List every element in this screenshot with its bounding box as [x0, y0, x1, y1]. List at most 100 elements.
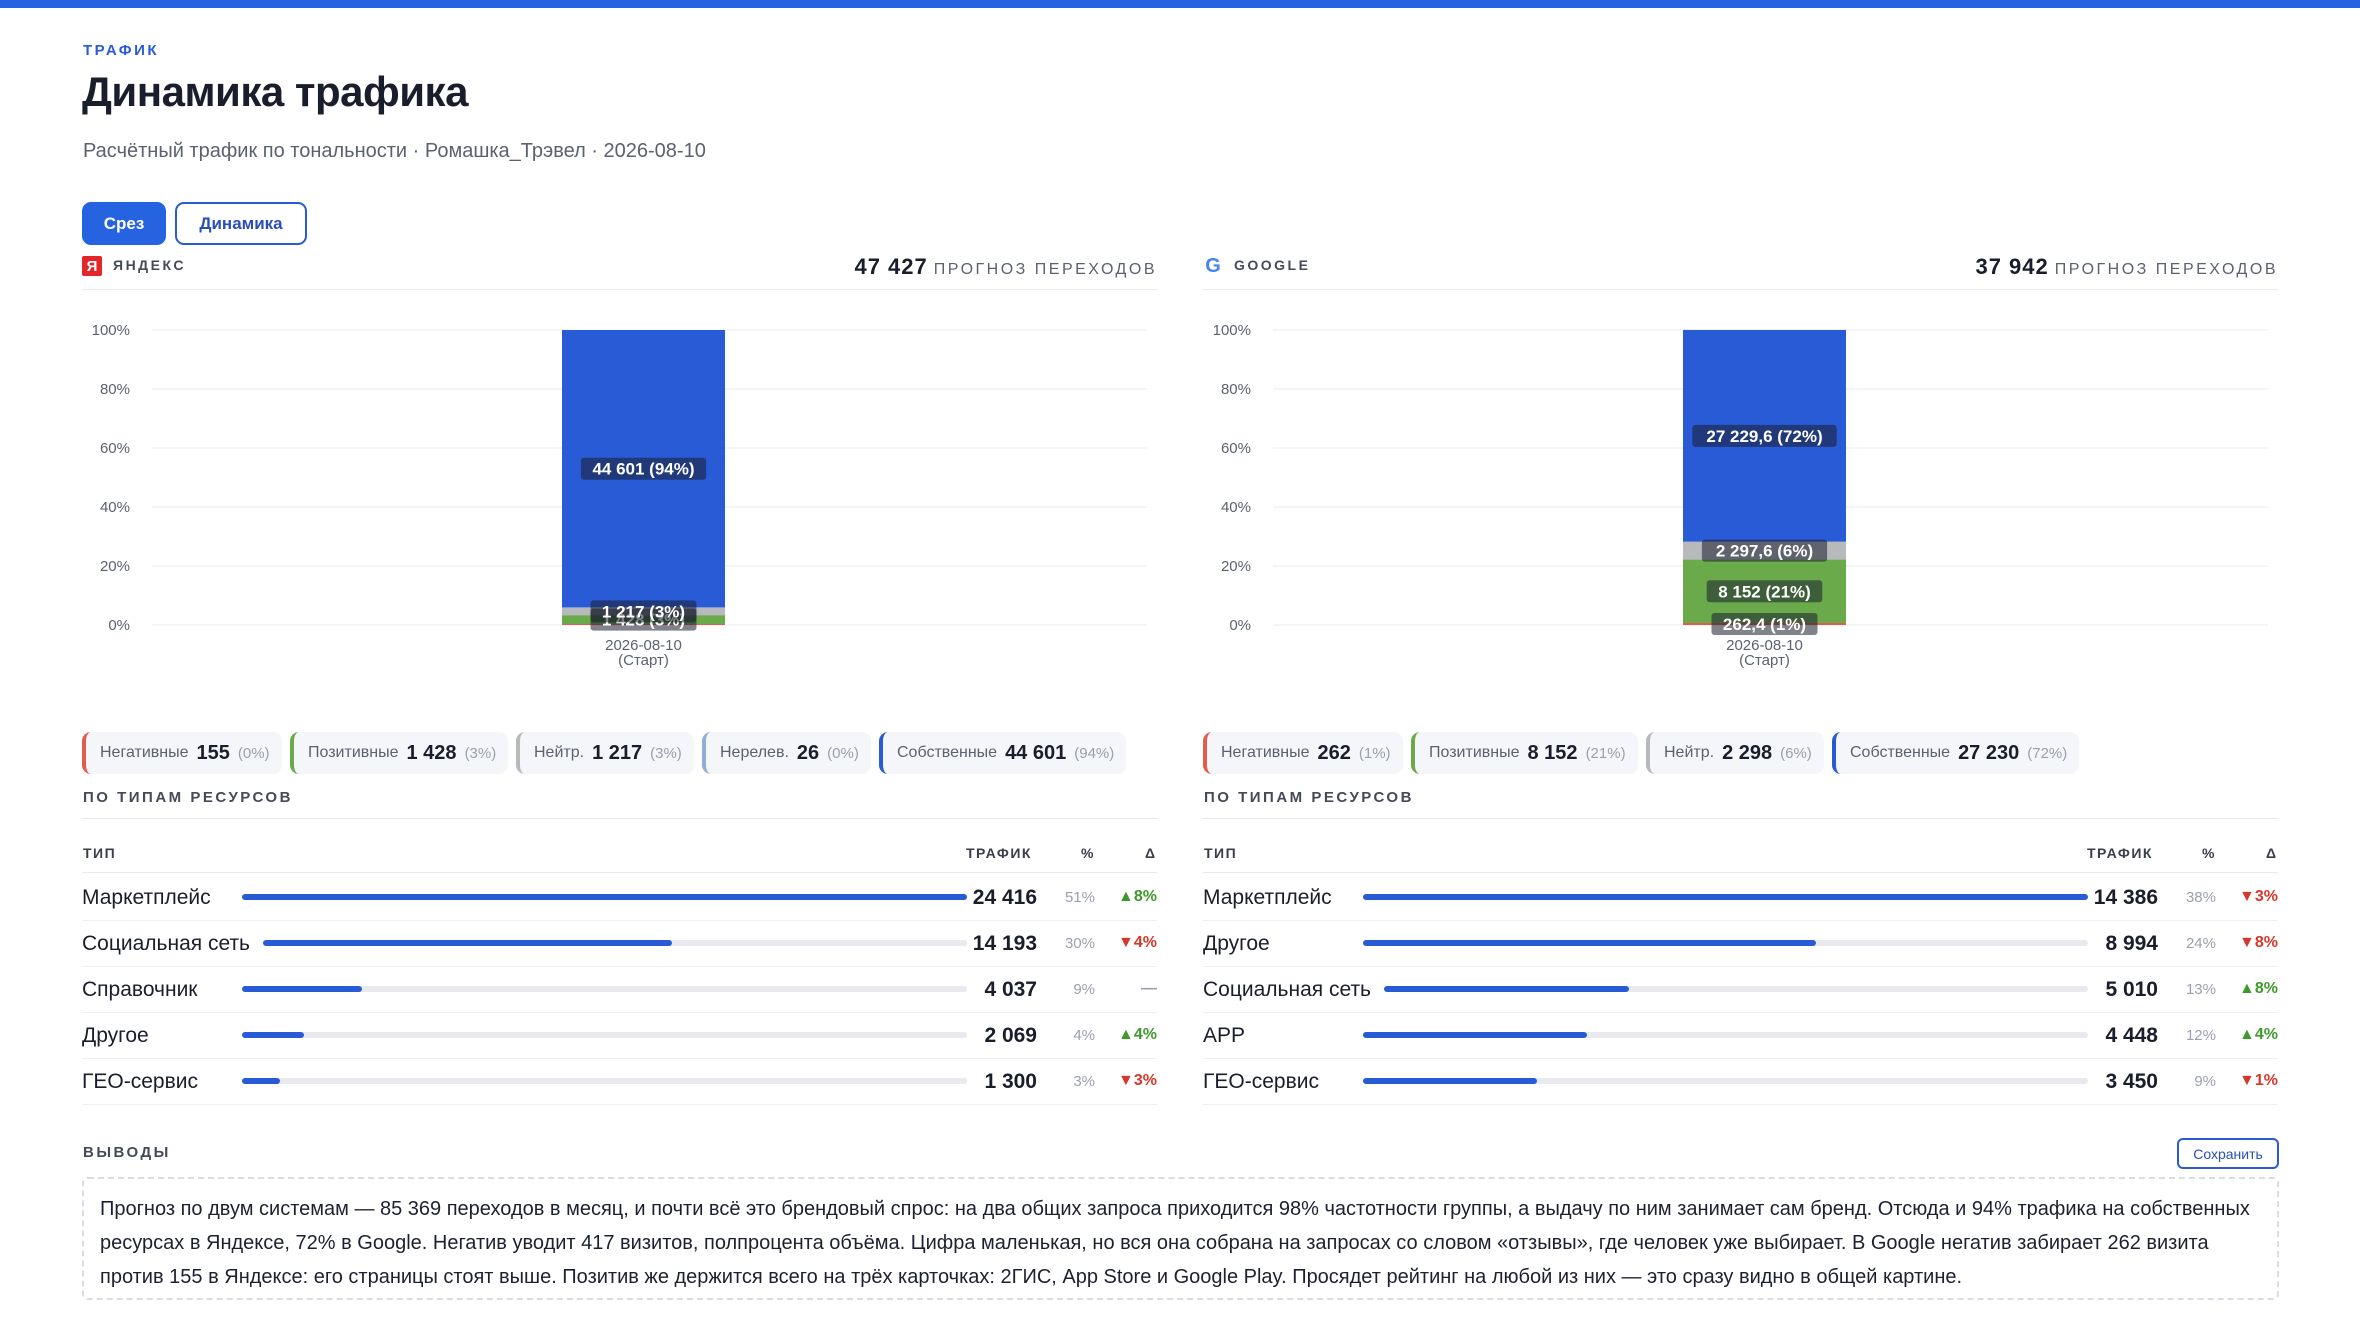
chip-label: Нейтр. [1664, 744, 1715, 761]
data-label: 262,4 (1%) [1723, 615, 1806, 634]
chip-percent: (3%) [464, 744, 497, 762]
row-type-name: Другое [82, 1024, 149, 1047]
data-label-bg [1706, 580, 1823, 603]
traffic-bar-fill [1363, 1032, 1588, 1038]
row-delta: ▲4% [1118, 1026, 1157, 1043]
tab-dynamics[interactable]: Динамика [175, 202, 307, 245]
row-traffic-value: 5 010 [2105, 978, 2158, 1001]
traffic-bar-track [263, 940, 967, 946]
yandex-total-label: ПРОГНОЗ ПЕРЕХОДОВ [933, 261, 1157, 278]
data-label: 8 152 (21%) [1718, 582, 1811, 601]
chip-value: 155 [196, 741, 230, 764]
y-tick-label: 80% [1221, 381, 1251, 398]
y-tick-label: 20% [100, 558, 130, 575]
data-label-bg [1711, 612, 1818, 635]
table-row: Социальная сеть 5 010 13% ▲8% [1203, 967, 2278, 1013]
data-label: 2 297,6 (6%) [1716, 542, 1813, 561]
chip-percent: (0%) [827, 744, 859, 762]
y-tick-label: 20% [1221, 558, 1251, 575]
chip-percent: (72%) [2027, 744, 2068, 762]
legend-chip[interactable]: Нейтр. 2 298 (6%) [1646, 732, 1824, 774]
traffic-bar-fill [1363, 1078, 1537, 1084]
table-row: Другое 8 994 24% ▼8% [1203, 921, 2278, 967]
traffic-bar-track [242, 1032, 967, 1038]
chip-value: 26 [796, 741, 820, 764]
row-type-name: Маркетплейс [1203, 886, 1332, 909]
traffic-bar-fill [1363, 894, 2088, 900]
legend-chip[interactable]: Негативные 262 (1%) [1203, 732, 1403, 774]
row-delta: ▼3% [2239, 888, 2278, 905]
traffic-bar-fill [242, 1032, 304, 1038]
yandex-section-title: ПО ТИПАМ РЕСУРСОВ [83, 789, 293, 806]
row-type-name: Справочник [82, 978, 198, 1001]
row-percent: 3% [1073, 1073, 1095, 1090]
legend-chip[interactable]: Негативные 155 (0%) [82, 732, 282, 774]
traffic-bar-fill [1384, 986, 1629, 992]
x-tick-label: 2026-08-10 [1726, 637, 1803, 654]
traffic-bar-fill [1363, 940, 1817, 946]
row-type-name: Другое [1203, 932, 1270, 955]
save-button[interactable]: Сохранить [2177, 1138, 2279, 1169]
chip-value: 262 [1317, 741, 1351, 764]
traffic-bar-fill [242, 894, 967, 900]
legend-chip[interactable]: Нерелев. 26 (0%) [702, 732, 871, 774]
row-type-name: ГЕО-сервис [82, 1070, 198, 1093]
page-subtitle: Расчётный трафик по тональности · Ромашк… [83, 140, 706, 162]
google-section-divider [1203, 818, 2278, 819]
google-total: 37 942 ПРОГНОЗ ПЕРЕХОДОВ [1975, 254, 2278, 280]
row-percent: 9% [1073, 981, 1095, 998]
row-percent: 9% [2194, 1073, 2216, 1090]
yandex-section-divider [82, 818, 1157, 819]
legend-chip[interactable]: Позитивные 8 152 (21%) [1411, 732, 1638, 774]
row-traffic-value: 14 386 [2093, 886, 2158, 909]
tab-snapshot[interactable]: Срез [82, 202, 166, 245]
yandex-table-header-divider [82, 872, 1157, 873]
data-label-bg [580, 457, 707, 480]
yandex-col-traffic: ТРАФИК [966, 845, 1032, 861]
traffic-bar-track [242, 894, 967, 900]
chip-value: 1 217 [592, 741, 643, 764]
table-row: ГЕО-сервис 1 300 3% ▼3% [82, 1059, 1157, 1105]
google-col-type: ТИП [1204, 845, 1238, 861]
legend-chip[interactable]: Нейтр. 1 217 (3%) [516, 732, 694, 774]
row-traffic-value: 4 448 [2105, 1024, 2158, 1047]
google-col-delta: Δ [2266, 845, 2278, 861]
google-total-label: ПРОГНОЗ ПЕРЕХОДОВ [2054, 261, 2278, 278]
row-delta: ▲8% [2239, 980, 2278, 997]
y-tick-label: 100% [92, 322, 130, 339]
table-row: Социальная сеть 14 193 30% ▼4% [82, 921, 1157, 967]
page-title: Динамика трафика [82, 68, 468, 115]
chip-value: 8 152 [1527, 741, 1578, 764]
yandex-col-type: ТИП [83, 845, 117, 861]
row-percent: 24% [2185, 935, 2216, 952]
y-tick-label: 0% [108, 617, 130, 634]
legend-chip[interactable]: Собственные 44 601 (94%) [879, 732, 1127, 774]
row-percent: 51% [1064, 889, 1095, 906]
data-label-bg [590, 600, 697, 623]
y-tick-label: 80% [100, 381, 130, 398]
chip-percent: (6%) [1780, 744, 1812, 762]
chart-svg: 0% 20% 40% 60% 80% 100% 262,4 (1%) 8 152 (21%) 2… [1213, 322, 2268, 669]
google-total-value: 37 942 [1975, 254, 2049, 279]
conclusions-textarea[interactable]: Прогноз по двум системам — 85 369 перехо… [82, 1177, 2279, 1300]
table-row: Маркетплейс 24 416 51% ▲8% [82, 875, 1157, 921]
chip-label: Собственные [1850, 744, 1951, 761]
yandex-legend-chips: Негативные 155 (0%) Позитивные 1 428 (3%) Нейт… [82, 732, 1157, 774]
legend-chip[interactable]: Позитивные 1 428 (3%) [290, 732, 509, 774]
traffic-bar-track [1363, 894, 2088, 900]
legend-chip[interactable]: Собственные 27 230 (72%) [1832, 732, 2080, 774]
table-row: Другое 2 069 4% ▲4% [82, 1013, 1157, 1059]
row-type-name: Маркетплейс [82, 886, 211, 909]
google-panel-header: G GOOGLE 37 942 ПРОГНОЗ ПЕРЕХОДОВ [1203, 252, 2278, 290]
row-delta: ▲8% [1118, 888, 1157, 905]
y-tick-label: 60% [1221, 440, 1251, 457]
x-tick-label: (Старт) [618, 652, 669, 669]
row-percent: 38% [2185, 889, 2216, 906]
traffic-bar-track [242, 1078, 967, 1084]
table-row: ГЕО-сервис 3 450 9% ▼1% [1203, 1059, 2278, 1105]
row-type-name: APP [1203, 1024, 1246, 1047]
chip-percent: (3%) [650, 744, 682, 762]
traffic-bar-track [1384, 986, 2088, 992]
data-label-bg [1692, 424, 1837, 447]
yandex-total-value: 47 427 [854, 254, 928, 279]
